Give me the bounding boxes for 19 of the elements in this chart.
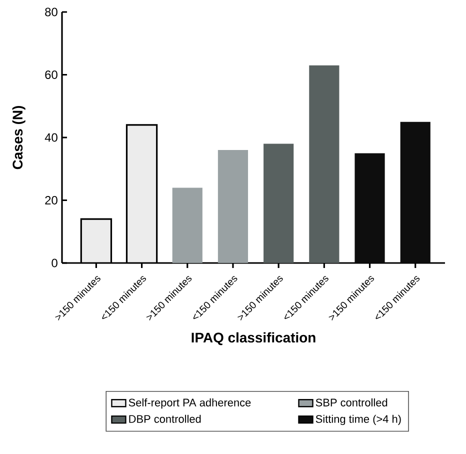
y-tick-label: 20 [45, 196, 58, 204]
bar [400, 122, 430, 263]
legend-label: Sitting time (>4 h) [316, 414, 401, 426]
y-tick-label: 60 [45, 70, 58, 79]
bar [81, 219, 112, 263]
bar [264, 144, 294, 263]
y-tick-label: 40 [44, 133, 58, 142]
y-tick-label: 0 [52, 258, 58, 268]
x-axis-title: IPAQ classification [192, 332, 316, 346]
y-axis-title: Cases (N) [12, 106, 26, 170]
bar [126, 124, 158, 263]
bar [309, 65, 340, 263]
legend-label: SBP controlled [316, 398, 388, 406]
bar [172, 188, 202, 263]
legend-label: DBP controlled [129, 414, 201, 423]
bar [218, 150, 248, 263]
bar [354, 153, 385, 263]
y-tick-label: 80 [45, 8, 58, 16]
legend-label: Self-report PA adherence [128, 398, 251, 409]
